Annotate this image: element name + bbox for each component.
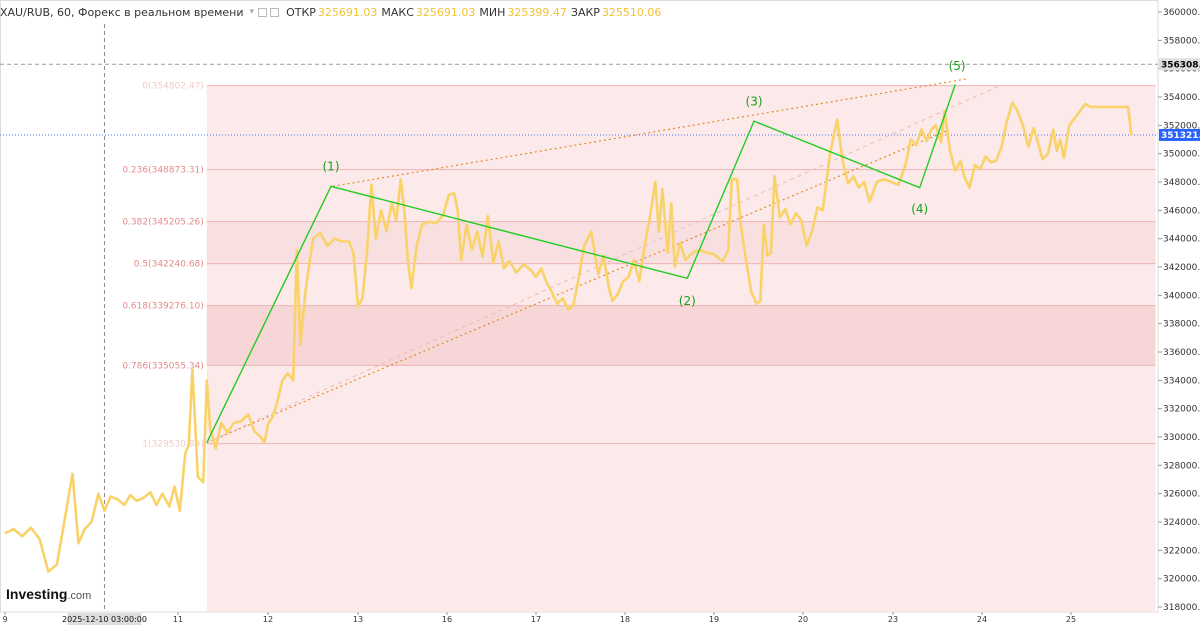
crosshair-date-label: 2025-12-10 03:00:00 [62, 615, 147, 624]
open-value: 325691.03 [317, 5, 378, 19]
y-axis-label: 344000.00 [1163, 235, 1200, 245]
y-axis-label: 318000.00 [1163, 603, 1200, 613]
y-axis-label: 342000.00 [1163, 263, 1200, 273]
y-axis-label: 336000.00 [1163, 348, 1200, 358]
x-axis-label: 19 [709, 615, 719, 624]
x-axis-label: 18 [620, 615, 630, 624]
y-axis-label: 350000.00 [1163, 150, 1200, 160]
x-axis-label: 25 [1066, 615, 1076, 624]
logo-brand: Investing [6, 586, 68, 602]
y-axis-label: 332000.00 [1163, 405, 1200, 415]
y-axis-label: 328000.00 [1163, 461, 1200, 471]
fib-level-label: 1(329530.89) [142, 440, 203, 450]
wave-line [206, 84, 956, 444]
x-axis-label: 23 [888, 615, 898, 624]
low-value: 325399.47 [507, 5, 567, 19]
channel-faint-line [206, 85, 1001, 444]
y-axis-label: 322000.00 [1163, 546, 1200, 556]
symbol-title[interactable]: XAU/RUB, 60, Форекс в реальном времени [0, 5, 244, 19]
high-label: МАКС [381, 5, 414, 19]
x-axis-label: 20 [798, 615, 808, 624]
y-axis-label: 346000.00 [1163, 206, 1200, 216]
chart-header: XAU/RUB, 60, Форекс в реальном времени ▾… [0, 0, 661, 24]
fib-level-label: 0.236(348873.31) [122, 166, 203, 176]
square-icon[interactable] [258, 7, 268, 17]
current-price-label: 351321.96 [1161, 131, 1200, 141]
price-series-line [4, 101, 1133, 573]
marker-price-label: 356308.92 [1161, 60, 1200, 70]
wave-label: (4) [911, 202, 928, 216]
investing-logo[interactable]: Investing.com [6, 586, 91, 602]
y-axis-label: 360000.00 [1163, 8, 1200, 18]
close-label: ЗАКР [570, 5, 600, 19]
wave-label: (2) [679, 294, 696, 308]
x-axis-label: 17 [531, 615, 541, 624]
y-axis-label: 354000.00 [1163, 93, 1200, 103]
fib-level-label: 0.618(339276.10) [122, 302, 203, 312]
x-axis-label: 9 [2, 615, 7, 624]
low-label: МИН [479, 5, 506, 19]
y-axis-label: 352000.00 [1163, 121, 1200, 131]
y-axis-label: 340000.00 [1163, 291, 1200, 301]
wave-label: (1) [323, 159, 340, 173]
crosshair-date-badge [67, 613, 142, 625]
x-axis-label: 16 [442, 615, 452, 624]
x-axis-label: 13 [353, 615, 363, 624]
y-axis-label: 326000.00 [1163, 490, 1200, 500]
logo-domain: .com [67, 590, 92, 602]
fib-level-label: 0.382(345205.26) [122, 218, 203, 228]
fib-level-label: 0(354802.47) [142, 82, 203, 92]
y-axis-label: 320000.00 [1163, 575, 1200, 585]
close-value: 325510.06 [601, 5, 662, 19]
x-axis-label: 11 [173, 615, 183, 624]
x-axis-label: 12 [263, 615, 273, 624]
current-price-badge [1159, 128, 1200, 141]
y-axis-label: 330000.00 [1163, 433, 1200, 443]
y-axis-label: 358000.00 [1163, 36, 1200, 46]
open-label: ОТКР [286, 5, 316, 19]
y-axis-label: 348000.00 [1163, 178, 1200, 188]
y-axis-label: 338000.00 [1163, 320, 1200, 330]
x-axis-label: 24 [977, 615, 987, 624]
wave-label: (3) [746, 94, 763, 108]
marker-price-badge [1159, 58, 1200, 71]
wave-label: (5) [949, 59, 966, 73]
fib-zone [206, 305, 1156, 366]
chevron-down-icon[interactable]: ▾ [249, 7, 255, 17]
high-value: 325691.03 [415, 5, 476, 19]
y-axis-label: 334000.00 [1163, 376, 1200, 386]
square-icon[interactable] [270, 7, 280, 17]
fib-level-label: 0.5(342240.68) [134, 260, 204, 270]
y-axis-label: 324000.00 [1163, 518, 1200, 528]
fib-level-label: 0.786(335055.34) [122, 361, 203, 371]
